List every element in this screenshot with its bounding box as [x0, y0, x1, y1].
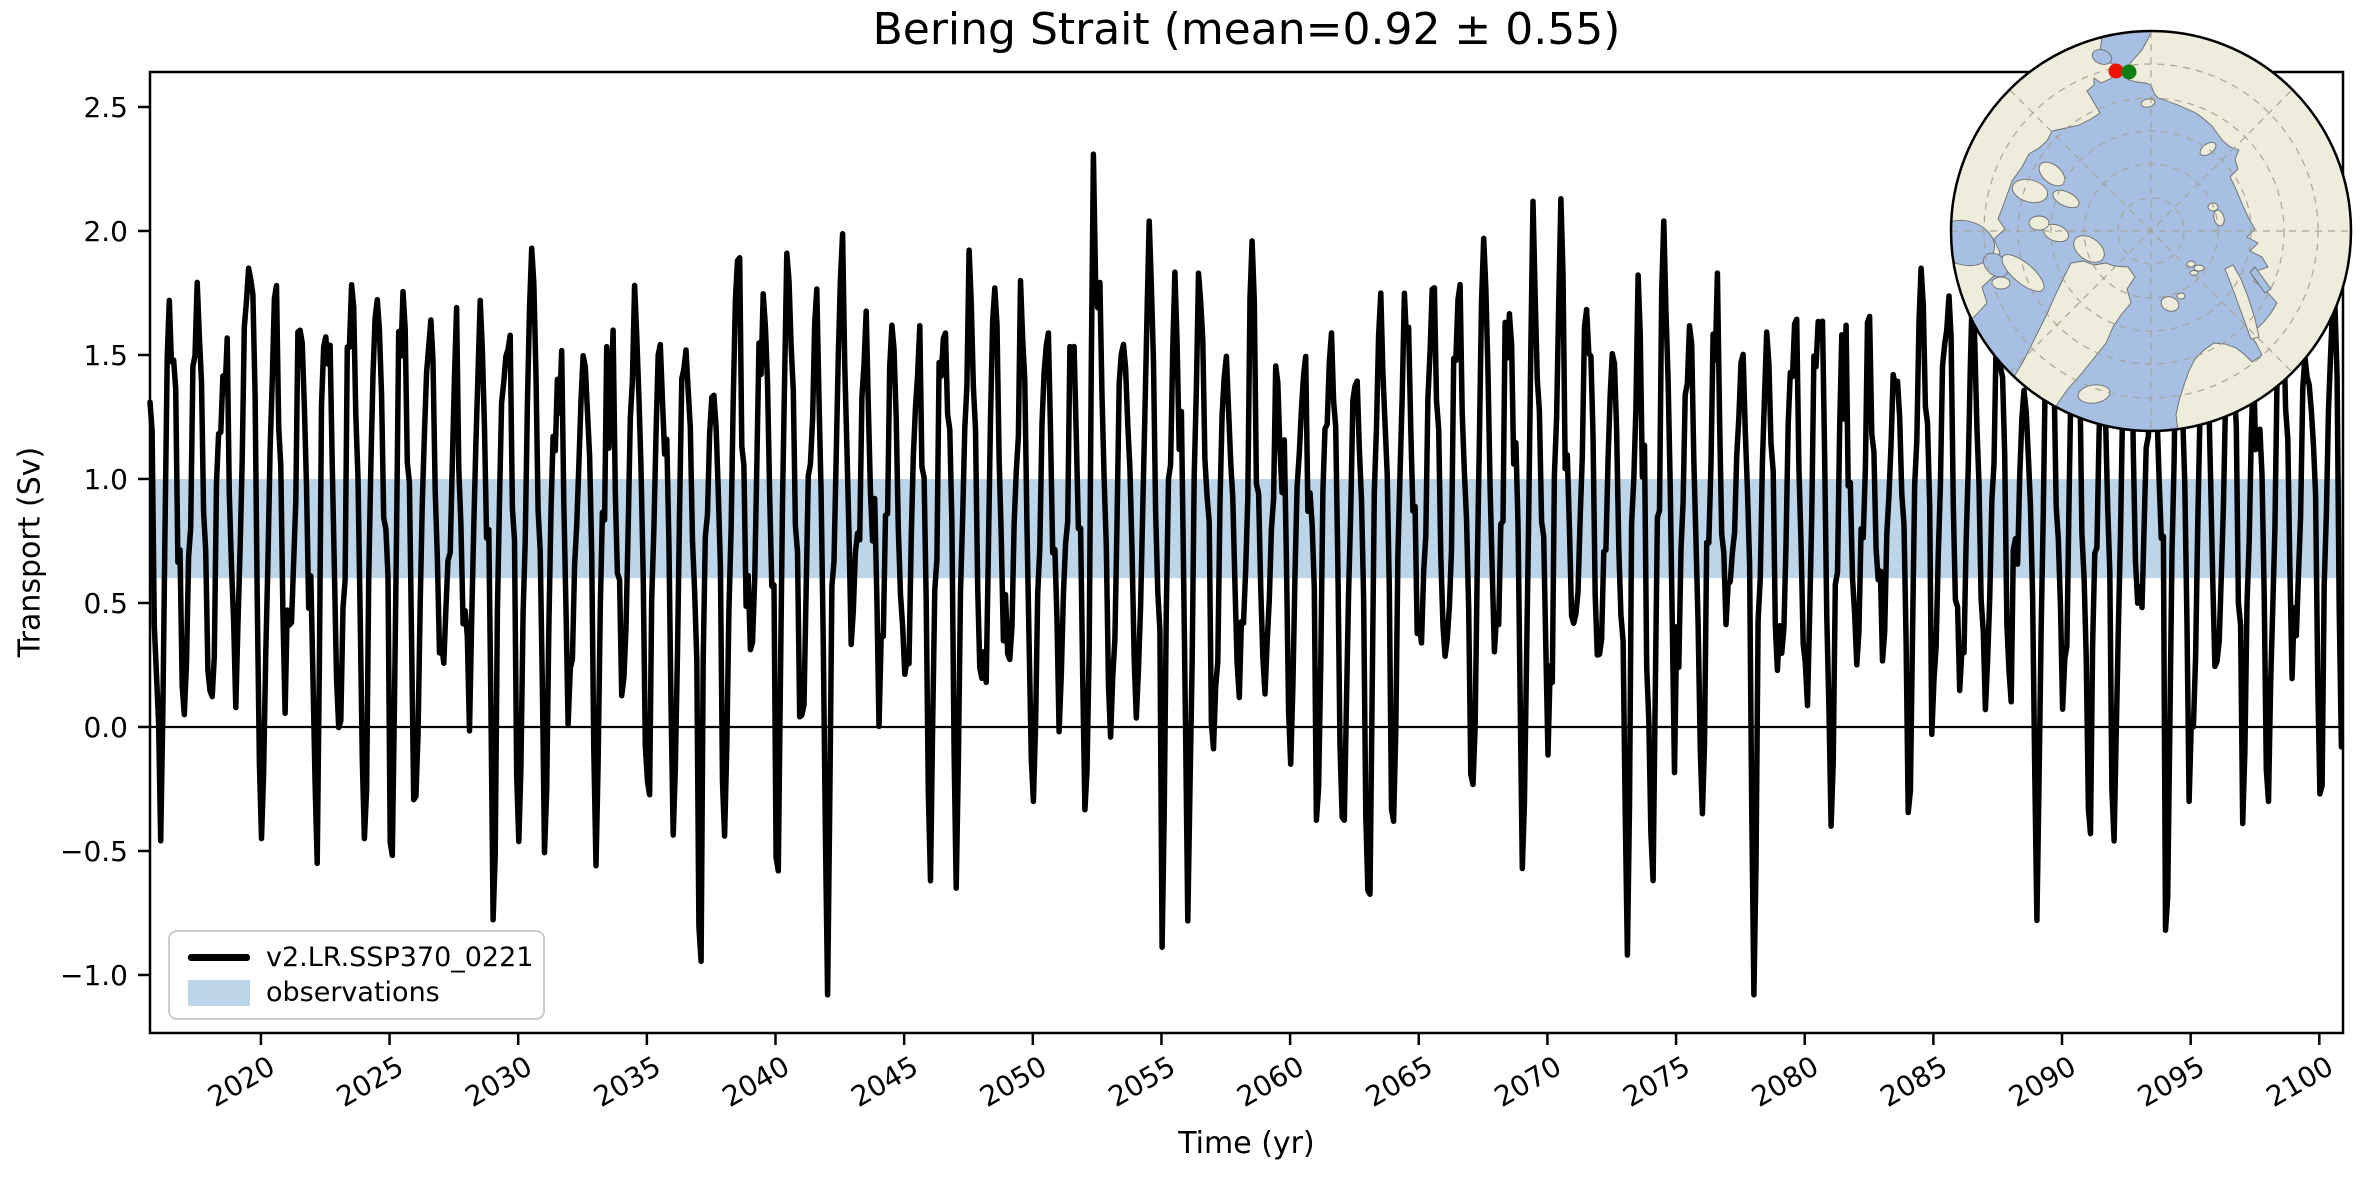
- x-tick-label: 2075: [1617, 1049, 1695, 1113]
- y-tick-label: −0.5: [60, 835, 128, 868]
- map-island-ellesmere: [2073, 235, 2105, 263]
- map-water-ob-inlet: [2249, 266, 2272, 294]
- legend-item-observations: observations: [188, 979, 533, 1006]
- map-island-franz-josef-2: [2193, 264, 2205, 272]
- map-island-somerset: [2028, 215, 2050, 231]
- y-tick-label: −1.0: [60, 959, 128, 992]
- y-tick-label: 0.5: [83, 587, 128, 620]
- legend-patch-swatch: [188, 979, 250, 1006]
- y-axis-label: Transport (Sv): [12, 446, 48, 658]
- map-water-hudson-bay: [1951, 219, 1995, 267]
- x-tick-label: 2045: [845, 1049, 923, 1113]
- series-line: [147, 151, 2345, 998]
- axes-frame-layer: [148, 70, 2345, 1035]
- map-water-norton-sound: [2091, 49, 2113, 65]
- y-tick-label: 1.5: [83, 339, 128, 372]
- map-island-melville: [2052, 189, 2080, 209]
- x-tick-label: 2070: [1489, 1049, 1567, 1113]
- map-land-eurasia: [2122, 31, 2351, 431]
- map-island-novaya-zemlya: [2224, 264, 2260, 340]
- x-tick-label: 2080: [1746, 1049, 1824, 1113]
- map-island-southampton: [1991, 276, 2011, 290]
- legend-box: v2.LR.SSP370_0221 observations: [168, 930, 545, 1020]
- map-island-iceland: [2077, 384, 2111, 404]
- map-island-victoria: [2011, 178, 2049, 204]
- map-island-svalbard: [2160, 296, 2180, 312]
- map-island-baffin: [2001, 254, 2045, 292]
- x-tick-label: 2040: [717, 1049, 795, 1113]
- map-island-franz-josef: [2186, 260, 2196, 268]
- y-tick-label: 1.0: [83, 463, 128, 496]
- map-island-svalbard-2: [2176, 292, 2186, 300]
- arctic-inset-map: [1949, 29, 2353, 433]
- x-axis-label: Time (yr): [1178, 1126, 1315, 1161]
- x-tick-label: 2025: [331, 1049, 409, 1113]
- x-tick-label: 2060: [1231, 1049, 1309, 1113]
- red-location-marker: [2108, 63, 2124, 79]
- y-tick-label: 2.5: [83, 91, 128, 124]
- x-tick-label: 2055: [1103, 1049, 1181, 1113]
- map-land-north-america: [1951, 31, 2120, 362]
- y-tick-label: 2.0: [83, 215, 128, 248]
- legend-label-observations: observations: [266, 977, 440, 1008]
- legend-label-model: v2.LR.SSP370_0221: [266, 942, 534, 973]
- x-tick-label: 2050: [974, 1049, 1052, 1113]
- x-tick-label: 2065: [1360, 1049, 1438, 1113]
- axes-frame: [148, 70, 2345, 1035]
- x-tick-label: 2020: [202, 1049, 280, 1113]
- map-island-banks: [2038, 161, 2066, 187]
- map-border: [1949, 29, 2353, 433]
- x-tick-label: 2030: [459, 1049, 537, 1113]
- figure-title: Bering Strait (mean=0.92 ± 0.55): [872, 4, 1621, 55]
- legend-line-swatch: [188, 954, 250, 961]
- map-graticule: [1951, 31, 2351, 431]
- x-tick-label: 2095: [2132, 1049, 2210, 1113]
- green-location-marker: [2121, 64, 2137, 80]
- x-tick-label: 2100: [2261, 1049, 2339, 1113]
- map-island-franz-josef-3: [2189, 270, 2199, 276]
- x-tick-label: 2090: [2003, 1049, 2081, 1113]
- x-tick-label: 2085: [1875, 1049, 1953, 1113]
- series-layer: [147, 151, 2345, 998]
- y-tick-label: 0.0: [83, 711, 128, 744]
- x-tick-label: 2035: [588, 1049, 666, 1113]
- map-island-new-siberian: [2199, 141, 2217, 157]
- map-markers: [2108, 63, 2137, 80]
- legend-item-model: v2.LR.SSP370_0221: [188, 944, 533, 971]
